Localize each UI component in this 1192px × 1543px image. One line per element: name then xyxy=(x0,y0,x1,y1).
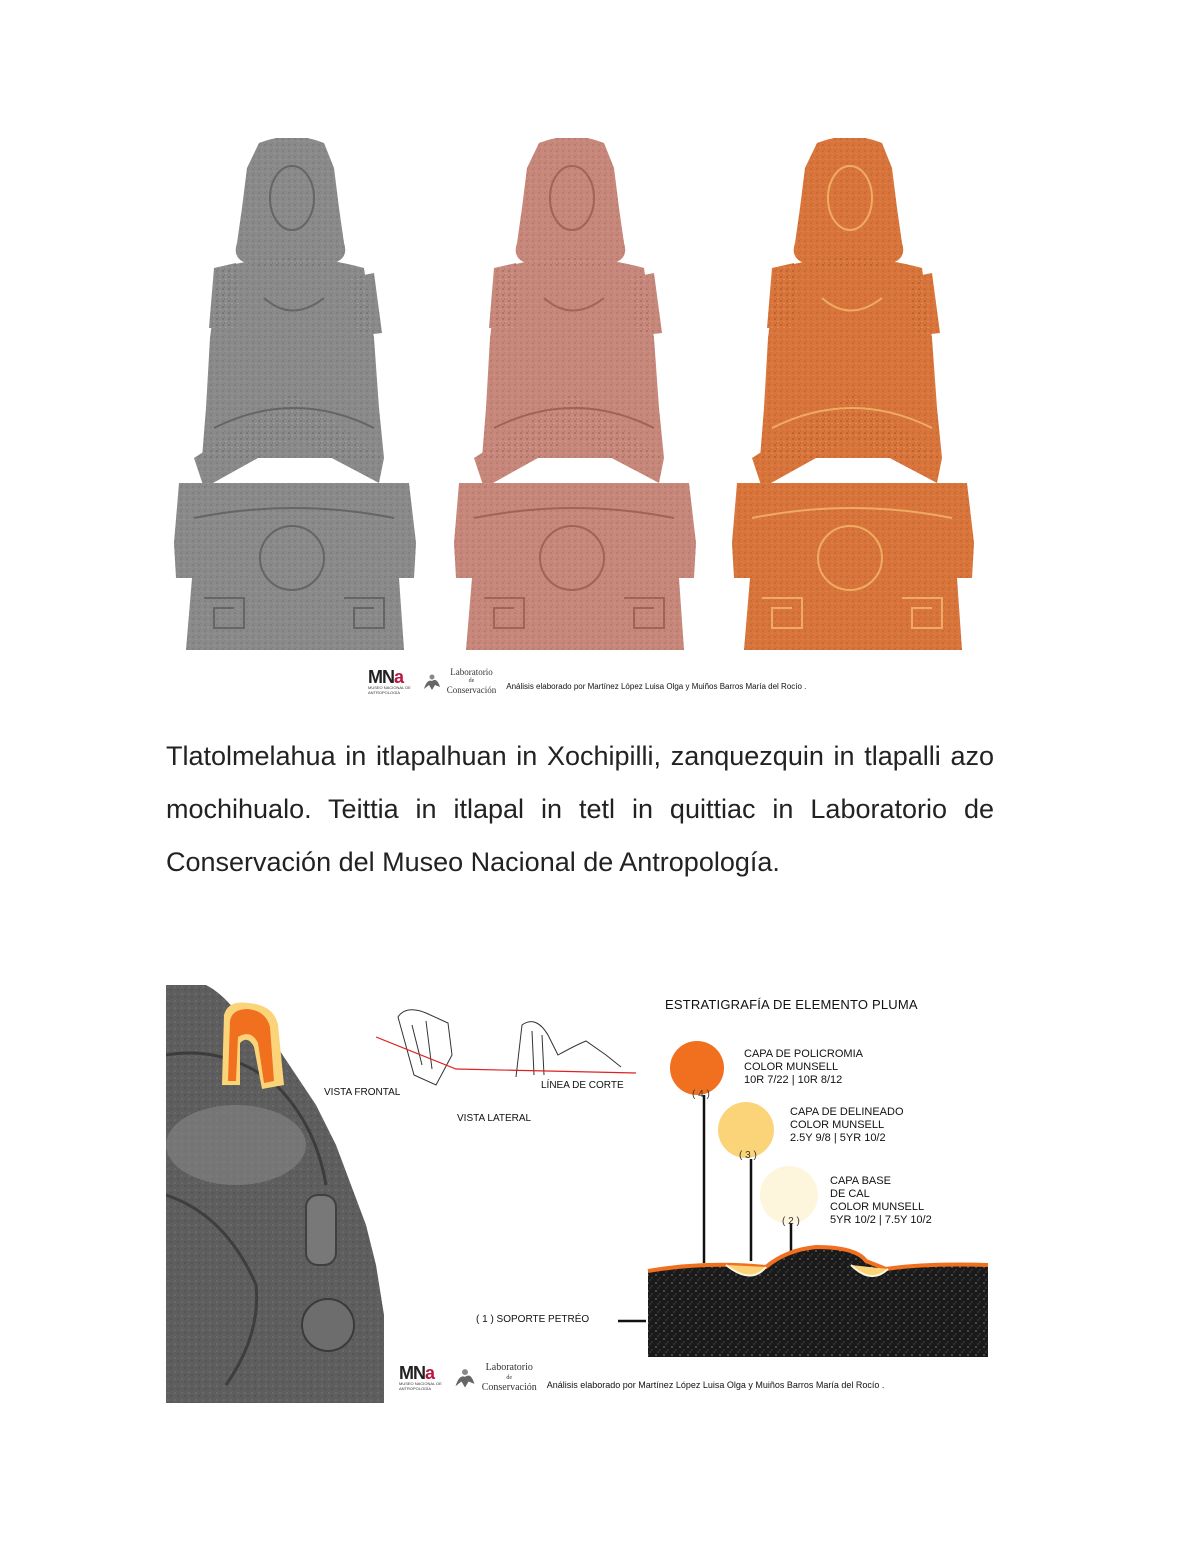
statue-grayscale xyxy=(174,136,416,650)
mna-logo: MNa Museo Nacional de Antropología xyxy=(399,1363,442,1391)
leader-lines xyxy=(618,1095,793,1323)
layer-3-description: CAPA DE DELINEADO COLOR MUNSELL 2.5Y 9/8… xyxy=(790,1106,904,1144)
stone-head-detail xyxy=(166,985,384,1403)
mna-logo: MNa Museo Nacional de Antropología xyxy=(368,666,411,695)
statue-pink xyxy=(454,136,696,650)
laboratory-emblem-icon xyxy=(455,1369,475,1388)
label-vista-lateral: VISTA LATERAL xyxy=(457,1113,532,1124)
layer-4-description: CAPA DE POLICROMIA COLOR MUNSELL 10R 7/2… xyxy=(744,1048,863,1086)
layer-4-circle xyxy=(670,1041,724,1095)
layer-3-number: ( 3 ) xyxy=(739,1150,757,1161)
support-label: ( 1 ) SOPORTE PETRÉO xyxy=(476,1314,590,1325)
stratigraphy-title: ESTRATIGRAFÍA DE ELEMENTO PLUMA xyxy=(665,997,918,1012)
layer-2-description: CAPA BASE DE CAL COLOR MUNSELL 5YR 10/2 … xyxy=(830,1175,932,1226)
layer-4-number: ( 4 ) xyxy=(692,1089,710,1100)
label-vista-frontal: VISTA FRONTAL xyxy=(324,1087,401,1098)
layer-3-circle xyxy=(718,1102,774,1158)
laboratory-logo: Laboratorio de Conservación xyxy=(452,1363,537,1393)
analysis-credit: Análisis elaborado por Martínez López Lu… xyxy=(546,1380,885,1390)
statue-orange xyxy=(732,136,974,650)
body-paragraph: Tlatolmelahua in itlapalhuan in Xochipil… xyxy=(166,741,994,877)
stratigraphy-section xyxy=(647,1244,989,1357)
stratigraphy-illustration xyxy=(166,985,989,1403)
figure1-credit: MNa Museo Nacional de Antropología Labor… xyxy=(368,668,806,695)
statue-comparison-figure: MNa Museo Nacional de Antropología Labor… xyxy=(166,136,994,704)
label-linea-de-corte: LÍNEA DE CORTE xyxy=(541,1080,624,1091)
layer-2-number: ( 2 ) xyxy=(782,1216,800,1227)
figure2-credit: MNa Museo Nacional de Antropología Labor… xyxy=(399,1363,884,1393)
stratigraphy-figure: ESTRATIGRAFÍA DE ELEMENTO PLUMA VISTA FR… xyxy=(166,985,994,1403)
cut-line xyxy=(375,1036,637,1074)
laboratory-logo: Laboratorio de Conservación xyxy=(421,668,496,695)
statues-illustration xyxy=(174,136,974,650)
view-sketches xyxy=(397,1009,622,1086)
laboratory-emblem-icon xyxy=(423,674,440,690)
layer-2-circle xyxy=(760,1166,818,1224)
analysis-credit: Análisis elaborado por Martínez López Lu… xyxy=(506,682,807,691)
